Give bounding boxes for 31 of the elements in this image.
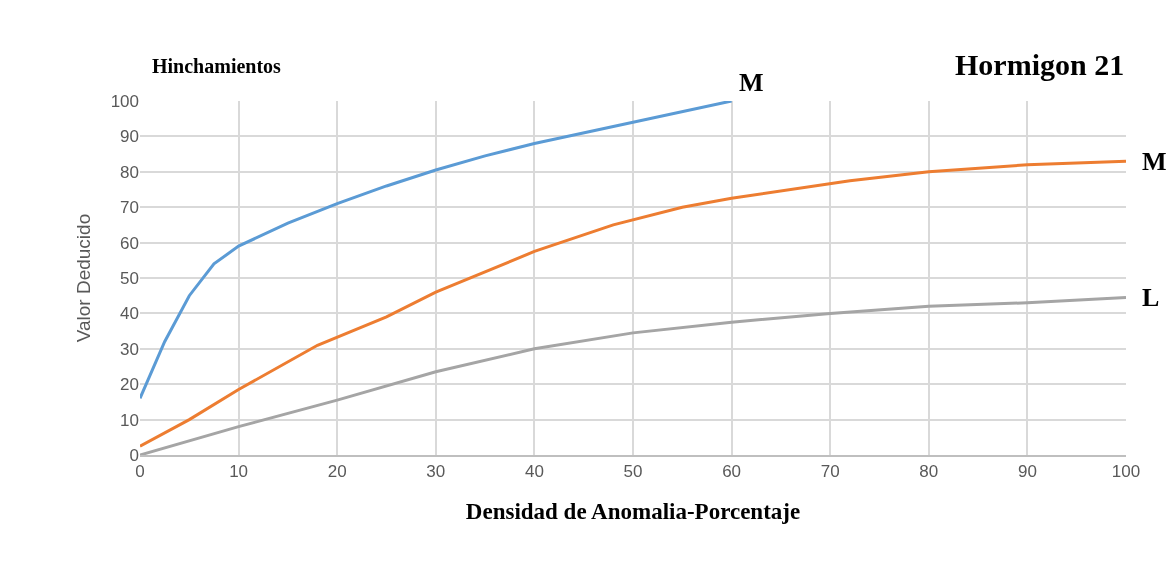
y-tick-label: 50	[120, 268, 139, 288]
x-tick-label: 80	[919, 462, 939, 482]
line-series	[140, 159, 1126, 448]
x-tick-label: 30	[426, 462, 446, 482]
chart-subtitle: Hinchamientos	[152, 55, 282, 77]
y-tick-label: 20	[120, 375, 139, 395]
x-tick-label: 100	[1111, 462, 1141, 482]
y-tick-label: 70	[120, 198, 139, 218]
x-axis-title: Densidad de Anomalia-Porcentaje	[465, 498, 801, 524]
y-tick-label: 40	[120, 304, 139, 324]
line-series	[140, 101, 734, 400]
x-tick-label: 20	[327, 462, 347, 482]
y-tick-label: 100	[110, 91, 139, 111]
series-label: L	[1142, 283, 1160, 312]
x-tick-label: 60	[722, 462, 742, 482]
x-tick-label: 10	[229, 462, 249, 482]
x-tick-label: 50	[623, 462, 643, 482]
y-tick-label: 0	[129, 445, 139, 465]
chart-title: Hormigon 21	[955, 48, 1125, 81]
y-axis-title: Valor Deducido	[73, 213, 95, 343]
y-tick-label: 10	[120, 410, 139, 430]
y-tick-label: 60	[120, 233, 139, 253]
x-tick-label: 70	[820, 462, 840, 482]
series-label: M	[1142, 147, 1167, 176]
x-tick-label: 40	[524, 462, 544, 482]
y-tick-label: 90	[120, 127, 139, 147]
y-tick-label: 80	[120, 162, 139, 182]
x-tick-label: 90	[1017, 462, 1037, 482]
y-tick-label: 30	[120, 339, 139, 359]
line-series	[140, 295, 1126, 455]
series-label: M	[739, 68, 764, 97]
